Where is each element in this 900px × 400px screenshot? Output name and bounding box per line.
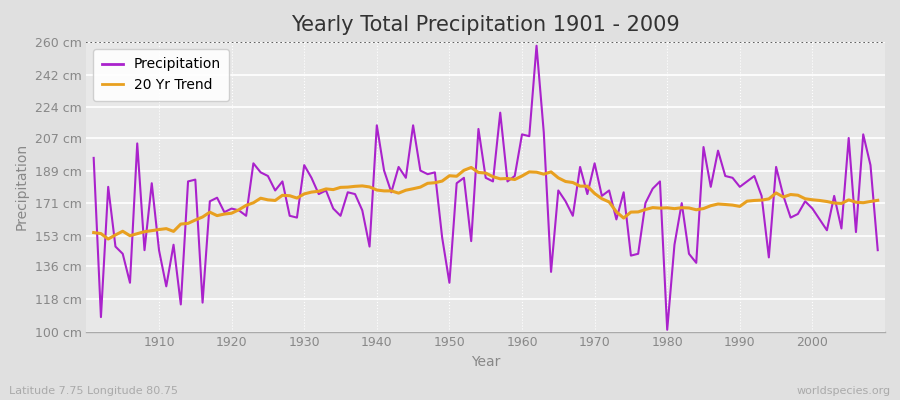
Text: Latitude 7.75 Longitude 80.75: Latitude 7.75 Longitude 80.75 (9, 386, 178, 396)
Title: Yearly Total Precipitation 1901 - 2009: Yearly Total Precipitation 1901 - 2009 (292, 15, 680, 35)
Text: worldspecies.org: worldspecies.org (796, 386, 891, 396)
Legend: Precipitation, 20 Yr Trend: Precipitation, 20 Yr Trend (94, 49, 230, 101)
X-axis label: Year: Year (471, 355, 500, 369)
Y-axis label: Precipitation: Precipitation (15, 143, 29, 230)
